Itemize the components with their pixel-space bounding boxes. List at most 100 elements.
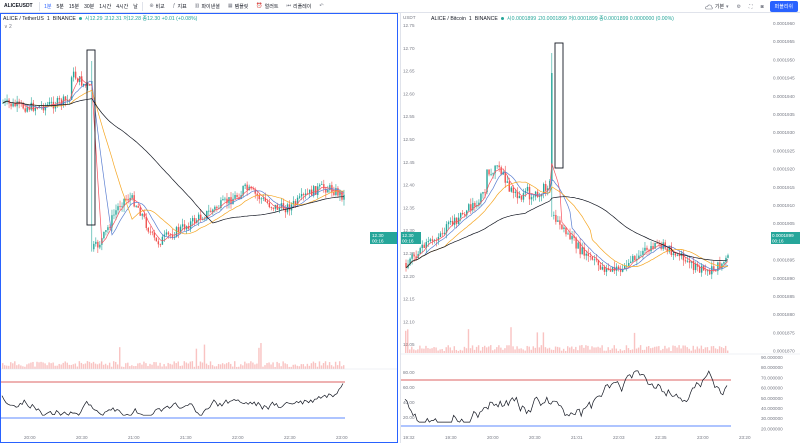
volume-bar <box>169 363 171 369</box>
symbol-search[interactable]: ALICEUSDT <box>0 0 37 13</box>
volume-bar <box>704 347 707 353</box>
volume-bar <box>68 364 70 369</box>
volume-bar <box>411 346 413 353</box>
volume-bar <box>110 366 113 369</box>
time-axis-label: 20:30 <box>76 435 88 440</box>
volume-bar <box>18 364 20 369</box>
volume-bar <box>449 347 451 353</box>
right-chart-canvas[interactable]: 12.75 12.70 12.65 12.60 12.55 12.50 12.45 12.40… <box>401 13 800 443</box>
volume-bar <box>72 364 75 369</box>
volume-bar <box>706 347 709 353</box>
right-chart-pane[interactable]: ALICE / Bitcoin 1 BINANCE 시0.0001899 고0.… <box>400 13 800 443</box>
price-axis-label-right: 0.0001905 <box>773 221 795 226</box>
candle-body <box>466 210 468 216</box>
volume-bar <box>64 361 66 369</box>
toolbar-button-label: 리플레이 <box>292 3 312 10</box>
candle-body <box>480 193 482 203</box>
volume-bar <box>30 362 32 369</box>
time-axis-label: 22:00 <box>232 435 244 440</box>
volume-bar <box>488 346 490 353</box>
fullscreen-button[interactable]: ⛶ <box>745 0 757 13</box>
volume-bar <box>716 349 719 353</box>
candle-body <box>662 242 664 249</box>
candle-body <box>44 105 47 111</box>
volume-bar <box>694 349 696 353</box>
volume-bar <box>290 366 292 369</box>
candle-body <box>335 188 337 196</box>
candle-body <box>619 268 622 272</box>
interval-0[interactable]: 1분 <box>44 3 52 10</box>
left-chart-collapse-indicator[interactable]: ∨ 2 <box>4 24 12 30</box>
interval-3[interactable]: 30분 <box>84 3 95 10</box>
volume-bar <box>550 349 553 353</box>
volume-bar <box>589 349 591 353</box>
candle-body <box>129 197 131 201</box>
interval-1[interactable]: 5분 <box>56 3 64 10</box>
volume-bar <box>621 350 624 353</box>
volume-bar <box>310 363 313 369</box>
volume-bar <box>82 364 85 369</box>
undo-icon[interactable]: ↶ <box>319 3 324 9</box>
price-axis-label-left: 12.35 <box>403 205 415 210</box>
candle-body <box>216 206 218 209</box>
candle-body <box>601 267 604 270</box>
volume-bar <box>211 365 214 369</box>
interval-6[interactable]: 날 <box>133 3 138 10</box>
layout-button[interactable]: 기본 ▾ <box>701 0 733 13</box>
volume-bar <box>413 349 415 353</box>
candle-body <box>464 214 466 216</box>
volume-bar <box>544 347 547 353</box>
rsi-axis-label-left: 80.00 <box>403 370 415 375</box>
toolbar-button-1[interactable]: ƒ 지표 <box>169 0 191 13</box>
settings-button[interactable]: ⚙ <box>733 0 745 13</box>
time-axis-label: 20:30 <box>529 435 541 440</box>
candle-body <box>22 103 24 109</box>
interval-2[interactable]: 15분 <box>68 3 80 10</box>
toolbar-button-2[interactable]: ▥ 파이낸셜 <box>191 0 224 13</box>
volume-bar <box>564 350 567 353</box>
volume-bar <box>157 365 159 369</box>
volume-bar <box>262 366 264 369</box>
price-axis-label-right: 0.0001920 <box>773 167 795 172</box>
interval-4[interactable]: 1시간 <box>99 3 112 10</box>
candle-body <box>727 255 729 258</box>
toolbar-button-5[interactable]: ⏮ 리플레이 <box>282 0 315 13</box>
price-axis-label-left: 12.10 <box>403 319 415 324</box>
toolbar-button-3[interactable]: ▦ 템플릿 <box>224 0 253 13</box>
volume-bar <box>254 364 256 369</box>
volume-bar <box>690 350 692 353</box>
candle-body <box>530 197 533 200</box>
moving-average-line <box>2 80 345 239</box>
candle-body <box>569 233 571 240</box>
volume-bar <box>546 348 549 353</box>
left-chart-pane[interactable]: ALICE / TetherUS 1 BINANCE 시12.29 고12.31… <box>0 13 398 443</box>
time-axis-label: 22:30 <box>284 435 296 440</box>
volume-bar <box>266 363 268 369</box>
candle-body <box>327 189 329 193</box>
volume-bar <box>242 365 244 369</box>
time-axis-label: 21:30 <box>180 435 192 440</box>
candle-body <box>437 236 440 241</box>
volume-bar <box>718 346 721 353</box>
layout-label: 기본 <box>714 4 725 10</box>
candle-body <box>547 188 549 191</box>
volume-bar <box>429 348 431 353</box>
price-tag-box <box>771 232 800 244</box>
volume-bar <box>225 363 228 369</box>
interval-5[interactable]: 4시간 <box>116 3 129 10</box>
time-axis-label: 23:00 <box>697 435 709 440</box>
toolbar-button-0[interactable]: ⊕ 비교 <box>145 0 168 13</box>
snapshot-button[interactable]: ◙ <box>757 0 768 13</box>
toolbar-button-4[interactable]: ⏰ 얼러트 <box>252 0 282 13</box>
candle-body <box>646 247 648 250</box>
candle-body <box>676 254 679 256</box>
volume-bar <box>615 348 618 353</box>
volume-bar <box>14 361 16 369</box>
symbol-label: ALICEUSDT <box>4 3 33 9</box>
publish-button[interactable]: 퍼블리쉬 <box>769 1 798 12</box>
fullscreen-icon: ⛶ <box>749 3 753 10</box>
candle-body <box>605 268 608 272</box>
time-axis-label: 19:30 <box>445 435 457 440</box>
candle-body <box>427 241 429 243</box>
